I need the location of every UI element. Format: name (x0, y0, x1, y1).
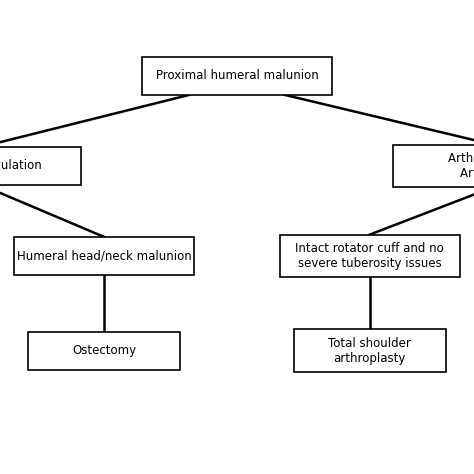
Text: Proximal humeral malunion: Proximal humeral malunion (155, 69, 319, 82)
Text: Ostectomy: Ostectomy (72, 344, 137, 357)
Text: Humeral head/neck malunion: Humeral head/neck malunion (17, 249, 191, 263)
Bar (14, 237, 194, 275)
Text: Total shoulder
arthroplasty: Total shoulder arthroplasty (328, 337, 411, 365)
Bar (28, 332, 180, 370)
Bar (393, 145, 474, 187)
Text: humeral articulation: humeral articulation (0, 159, 41, 173)
Bar (142, 57, 332, 95)
Text: Intact rotator cuff and no
severe tuberosity issues: Intact rotator cuff and no severe tubero… (295, 242, 444, 270)
Bar (0, 147, 81, 185)
Text: Arthritis or ava
Articular in: Arthritis or ava Articular in (448, 152, 474, 180)
Bar (280, 235, 460, 277)
Bar (294, 329, 446, 372)
